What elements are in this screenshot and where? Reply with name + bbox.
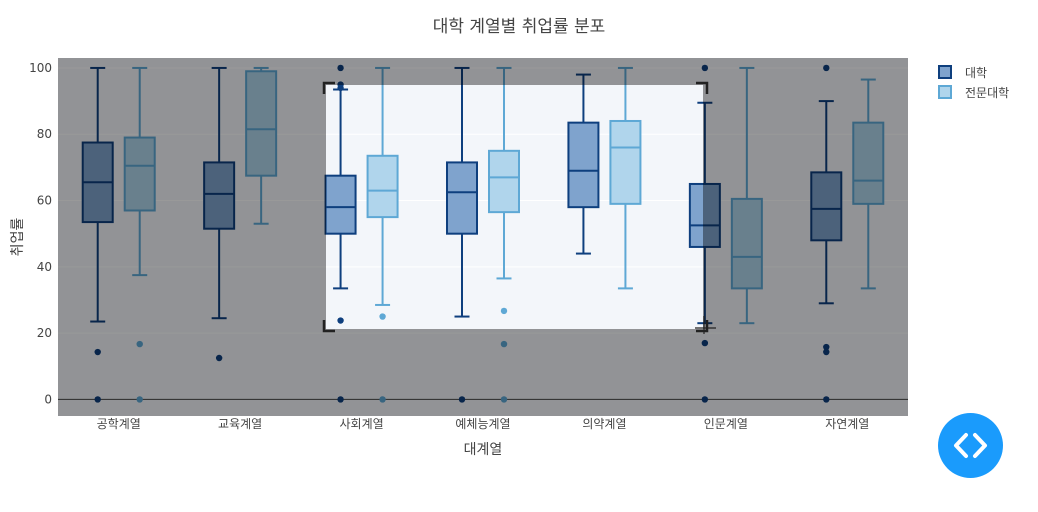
x-tick-label: 공학계열 xyxy=(97,417,141,431)
iqr-box xyxy=(688,182,721,248)
y-axis-ticks: 0 20 40 60 80 100 xyxy=(29,61,52,406)
iqr-box xyxy=(203,161,236,230)
iqr-box xyxy=(730,197,763,290)
x-tick-label: 인문계열 xyxy=(704,417,748,431)
box-의약계열-전문대학 xyxy=(609,66,642,290)
iqr-box xyxy=(366,154,399,219)
outlier-point xyxy=(136,340,143,348)
x-tick-label: 예체능계열 xyxy=(455,417,510,431)
box-공학계열-대학 xyxy=(81,66,114,403)
box-자연계열-대학 xyxy=(810,64,843,403)
box-공학계열-전문대학 xyxy=(123,66,156,403)
box-사회계열-전문대학 xyxy=(366,66,399,403)
box-자연계열-전문대학 xyxy=(852,78,885,290)
iqr-box xyxy=(567,121,600,209)
x-axis-ticks: 공학계열 교육계열 사회계열 예체능계열 의약계열 인문계열 자연계열 xyxy=(97,416,870,431)
x-axis-title: 대계열 xyxy=(464,442,503,458)
outlier-point xyxy=(701,64,709,72)
code-toggle-button[interactable] xyxy=(938,413,1003,478)
iqr-box xyxy=(245,70,278,177)
chart-title: 대학 계열별 취업률 분포 xyxy=(433,17,606,37)
iqr-box xyxy=(446,161,478,235)
iqr-box xyxy=(123,136,156,212)
y-tick-label: 20 xyxy=(37,326,52,340)
box-인문계열-전문대학 xyxy=(730,66,763,325)
outlier-point xyxy=(823,64,830,72)
code-icon xyxy=(954,433,987,458)
legend-swatch xyxy=(938,85,952,99)
x-tick-label: 의약계열 xyxy=(582,416,626,431)
outlier-point xyxy=(379,396,386,403)
grid-lines xyxy=(58,67,908,334)
box-series xyxy=(81,64,885,403)
box-교육계열-전문대학 xyxy=(245,66,278,225)
box-예체능계열-대학 xyxy=(446,66,478,403)
y-tick-label: 40 xyxy=(37,260,52,274)
outlier-point xyxy=(136,396,143,403)
y-axis-title: 취업률 xyxy=(10,218,26,257)
selection-dim-overlay xyxy=(58,58,908,416)
plot-background xyxy=(58,58,908,416)
iqr-box xyxy=(852,121,885,205)
outlier-point xyxy=(701,339,709,347)
outlier-point xyxy=(823,343,830,351)
crosshair-cursor-icon xyxy=(695,316,716,334)
outlier-point xyxy=(337,64,344,72)
outlier-point xyxy=(337,84,344,92)
outlier-point xyxy=(823,348,830,356)
iqr-box xyxy=(609,119,642,205)
outlier-point xyxy=(94,348,101,356)
y-tick-label: 100 xyxy=(29,61,52,75)
outlier-point xyxy=(215,354,223,362)
outlier-point xyxy=(500,307,508,315)
outlier-point xyxy=(94,396,101,403)
iqr-box xyxy=(488,149,520,214)
x-tick-label: 자연계열 xyxy=(825,417,869,431)
y-tick-label: 60 xyxy=(37,194,52,208)
outlier-point xyxy=(379,313,386,320)
crop-selection-icon[interactable] xyxy=(322,81,709,333)
legend-label: 대학 xyxy=(965,66,987,80)
iqr-box xyxy=(810,171,843,242)
iqr-box xyxy=(324,174,357,235)
box-인문계열-대학 xyxy=(688,64,721,403)
y-tick-label: 80 xyxy=(37,127,52,141)
box-교육계열-대학 xyxy=(203,66,236,362)
box-사회계열-대학 xyxy=(324,64,357,403)
outlier-point xyxy=(337,396,344,403)
outlier-point xyxy=(823,396,830,403)
x-tick-label: 사회계열 xyxy=(339,417,383,431)
outlier-point xyxy=(337,317,344,324)
outlier-point xyxy=(500,340,508,348)
outlier-point xyxy=(458,396,466,403)
box-의약계열-대학 xyxy=(567,73,600,255)
outlier-point xyxy=(500,396,508,403)
legend-label: 전문대학 xyxy=(965,86,1009,100)
box-예체능계열-전문대학 xyxy=(488,66,520,403)
x-tick-label: 교육계열 xyxy=(218,417,262,431)
y-tick-label: 0 xyxy=(44,392,52,406)
legend-swatch xyxy=(938,65,952,79)
outlier-point xyxy=(701,396,709,403)
